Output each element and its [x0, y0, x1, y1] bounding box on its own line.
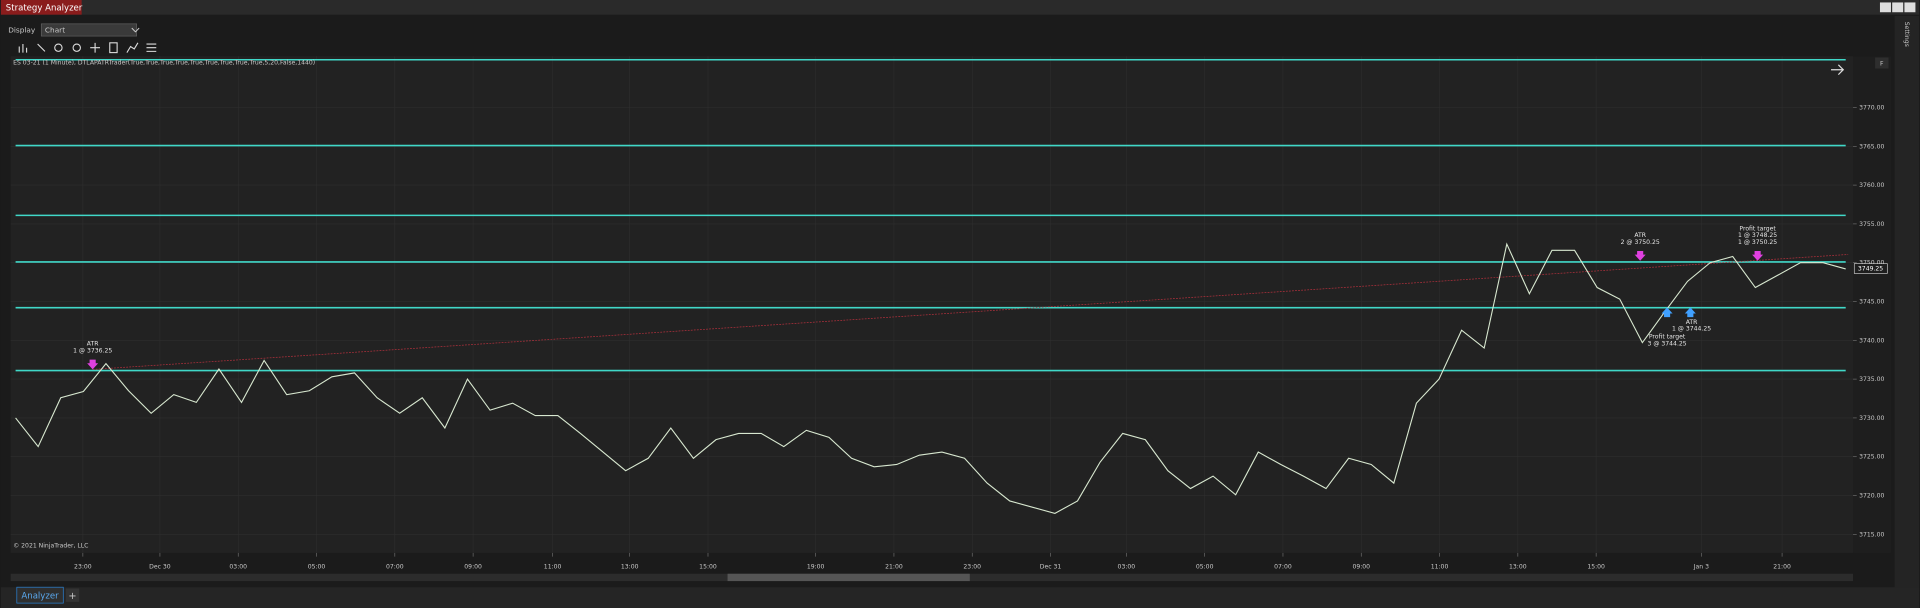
scroll-right-arrow[interactable] [1831, 64, 1845, 76]
trade-arrow [1634, 250, 1646, 261]
chart-label: ES 03-21 (1 Minute), DTLAPATRTrader(True… [13, 59, 315, 66]
display-value: Chart [45, 26, 65, 35]
chart-area [10, 56, 1854, 553]
trade-label: 1 @ 3750.25 [1738, 238, 1777, 246]
x-tick-label: 21:00 [885, 563, 903, 570]
tab-label: Analyzer [21, 591, 59, 601]
y-tick-label: 3735.00 [1859, 376, 1884, 383]
title-tab[interactable] [0, 0, 82, 15]
side-tab[interactable]: Settings [1903, 22, 1910, 47]
trade-label: 1 @ 3744.25 [1672, 325, 1711, 333]
x-tick-label: 23:00 [74, 563, 92, 570]
window-title: Strategy Analyzer [6, 3, 83, 13]
display-label: Display [8, 26, 36, 35]
trade-label: ATR [87, 341, 99, 348]
y-tick-label: 3750.00 [1859, 260, 1884, 267]
title-bar [0, 0, 1920, 15]
trade-arrow [87, 359, 99, 370]
y-tick-label: 3725.00 [1859, 454, 1884, 461]
trade-arrow [1684, 307, 1696, 318]
tab[interactable] [16, 586, 64, 604]
dropdown-arrow [131, 27, 140, 33]
y-tick-label: 3755.00 [1859, 221, 1884, 228]
x-tick-label: 05:00 [308, 563, 326, 570]
price-line [15, 242, 1846, 514]
x-tick-label: 11:00 [544, 563, 562, 570]
trade-arrow [1661, 307, 1673, 318]
x-tick-label: 15:00 [1587, 563, 1605, 570]
x-tick-label: 05:00 [1196, 563, 1214, 570]
y-tick-label: 3760.00 [1859, 182, 1884, 189]
scrollbar-thumb[interactable] [727, 573, 970, 582]
trade-label: 1 @ 3736.25 [73, 346, 112, 354]
add-tab-label: + [68, 591, 76, 602]
panel-button[interactable] [1875, 57, 1889, 69]
trade-label: 3 @ 3744.25 [1648, 339, 1687, 347]
y-tick-label: 3730.00 [1859, 415, 1884, 422]
add-tab-button[interactable] [65, 588, 80, 602]
x-tick-label: 11:00 [1431, 563, 1449, 570]
y-tick-label: 3740.00 [1859, 337, 1884, 344]
x-tick-label: 19:00 [807, 563, 825, 570]
x-tick-label: 21:00 [1773, 563, 1791, 570]
trade-label: 1 @ 3748.25 [1738, 231, 1777, 239]
plot [10, 56, 1857, 557]
last-price-box [1853, 263, 1888, 274]
x-tick-label: 09:00 [464, 563, 482, 570]
side-panel [1894, 15, 1920, 591]
toolbar-icons[interactable] [18, 42, 157, 54]
tab-bar [0, 587, 1920, 608]
x-tick-label: 07:00 [386, 563, 404, 570]
trade-label: ATR [1634, 232, 1646, 239]
copyright: © 2021 NinjaTrader, LLC [13, 542, 88, 550]
y-tick-label: 3765.00 [1859, 143, 1884, 150]
x-tick-label: 13:00 [621, 563, 639, 570]
last-price-label: 3749.25 [1858, 266, 1883, 273]
x-tick-label: 15:00 [699, 563, 717, 570]
y-tick-label: 3720.00 [1859, 493, 1884, 500]
maximize-button[interactable] [1892, 2, 1904, 13]
x-tick-label: 07:00 [1274, 563, 1292, 570]
x-tick-label: 03:00 [1118, 563, 1136, 570]
x-tick-label: 09:00 [1352, 563, 1370, 570]
panel-button-label: F [1880, 61, 1884, 68]
y-tick-label: 3745.00 [1859, 299, 1884, 306]
y-tick-label: 3770.00 [1859, 104, 1884, 111]
x-tick-label: 03:00 [229, 563, 247, 570]
trade-label: ATR [1686, 319, 1698, 326]
minimize-button[interactable] [1879, 2, 1891, 13]
trade-label: Profit target [1649, 334, 1686, 341]
price-axis [1853, 56, 1891, 553]
trade-label: Profit target [1739, 225, 1776, 232]
close-button[interactable] [1904, 2, 1916, 13]
trade-line [92, 254, 1849, 370]
y-tick-label: 3715.00 [1859, 531, 1884, 538]
x-tick-label: Jan 3 [1693, 563, 1709, 570]
trade-arrow [1752, 250, 1764, 261]
x-tick-label: 13:00 [1509, 563, 1527, 570]
trade-label: 2 @ 3750.25 [1621, 238, 1660, 246]
x-tick-label: Dec 30 [149, 563, 171, 570]
x-tick-label: Dec 31 [1040, 563, 1062, 570]
x-tick-label: 23:00 [963, 563, 981, 570]
